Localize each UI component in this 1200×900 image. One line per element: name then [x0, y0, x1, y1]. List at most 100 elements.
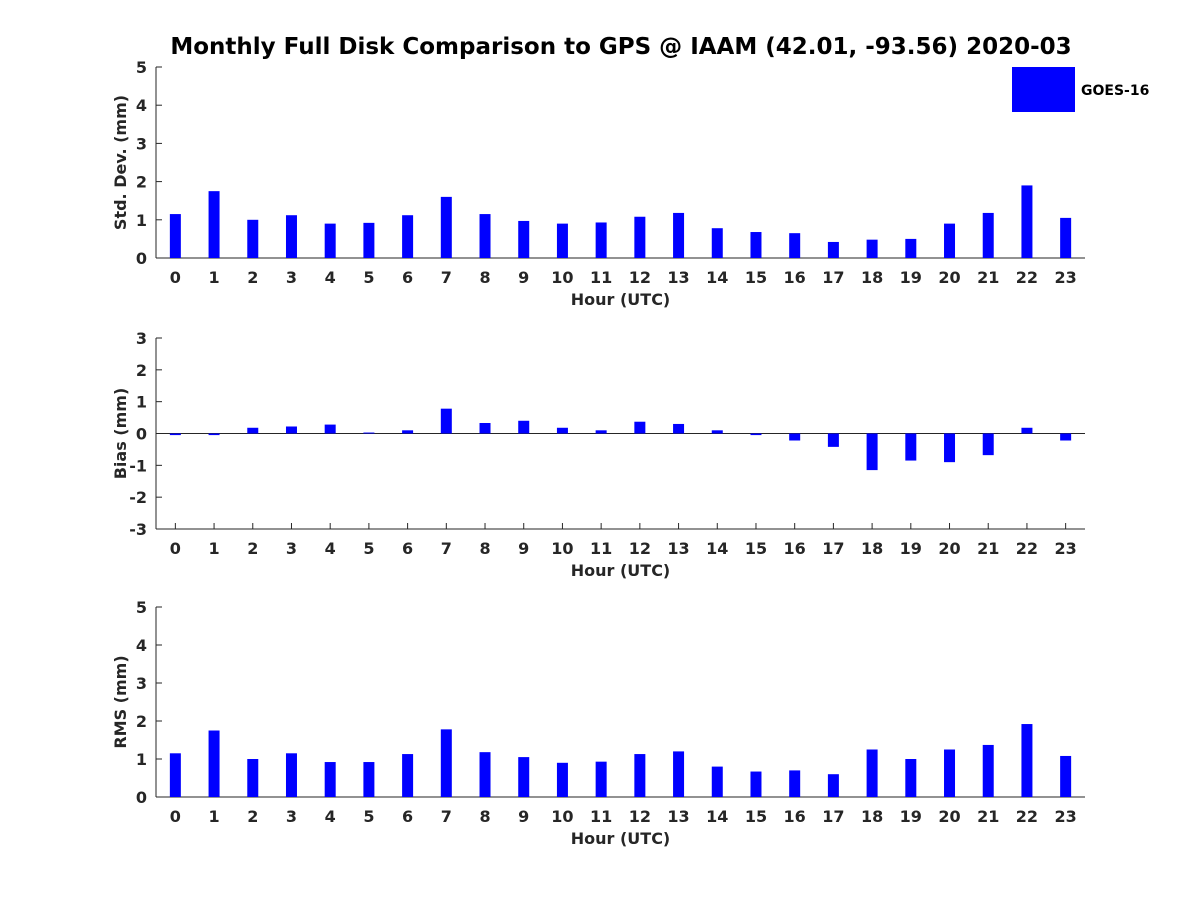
bar — [556, 762, 568, 797]
bar — [363, 432, 375, 434]
x-tick-label: 11 — [590, 268, 612, 287]
x-tick-label: 14 — [706, 539, 728, 558]
bar — [518, 420, 530, 434]
legend: GOES-16 — [1012, 67, 1149, 112]
chart-title: Monthly Full Disk Comparison to GPS @ IA… — [170, 34, 1071, 60]
x-tick-label: 13 — [667, 268, 689, 287]
bar — [982, 744, 994, 797]
x-tick-label: 2 — [247, 268, 258, 287]
y-tick-label: 2 — [136, 712, 147, 731]
bar — [866, 749, 878, 797]
bar — [595, 222, 607, 258]
bar — [247, 759, 259, 797]
x-tick-label: 11 — [590, 807, 612, 826]
bar — [827, 774, 839, 797]
bar — [1060, 433, 1072, 441]
bar — [440, 729, 452, 797]
x-tick-label: 3 — [286, 268, 297, 287]
bar — [905, 238, 917, 258]
x-tick-label: 16 — [784, 539, 806, 558]
x-tick-label: 20 — [938, 268, 960, 287]
bar — [324, 223, 336, 258]
x-tick-label: 6 — [402, 807, 413, 826]
bar — [324, 424, 336, 434]
x-tick-label: 14 — [706, 807, 728, 826]
x-tick-label: 19 — [900, 268, 922, 287]
bar — [208, 191, 220, 258]
y-tick-label: 1 — [136, 750, 147, 769]
x-tick-label: 5 — [363, 539, 374, 558]
bar — [247, 219, 259, 258]
x-tick-label: 21 — [977, 807, 999, 826]
x-tick-label: 12 — [629, 807, 651, 826]
x-tick-label: 17 — [822, 268, 844, 287]
x-tick-label: 7 — [441, 539, 452, 558]
x-tick-label: 15 — [745, 268, 767, 287]
bar — [285, 426, 297, 434]
x-tick-label: 21 — [977, 539, 999, 558]
x-tick-label: 7 — [441, 807, 452, 826]
bar — [595, 430, 607, 434]
bar — [634, 421, 646, 434]
x-tick-label: 15 — [745, 539, 767, 558]
x-tick-label: 3 — [286, 539, 297, 558]
y-tick-label: 3 — [136, 329, 147, 348]
bar — [944, 433, 956, 463]
bar — [556, 427, 568, 434]
bar — [905, 433, 917, 461]
bar — [711, 766, 723, 797]
bar — [208, 433, 220, 436]
y-tick-label: -2 — [129, 488, 147, 507]
bar — [479, 214, 491, 258]
bar — [402, 754, 414, 797]
bar — [673, 423, 685, 434]
x-tick-label: 18 — [861, 268, 883, 287]
x-tick-label: 20 — [938, 539, 960, 558]
y-tick-label: 2 — [136, 361, 147, 380]
x-tick-label: 21 — [977, 268, 999, 287]
x-tick-label: 20 — [938, 807, 960, 826]
bar — [866, 433, 878, 471]
bar — [1060, 755, 1072, 797]
bar — [1021, 427, 1033, 434]
x-tick-label: 17 — [822, 539, 844, 558]
bar — [982, 433, 994, 456]
x-tick-label: 16 — [784, 268, 806, 287]
bar — [208, 730, 220, 797]
x-tick-label: 14 — [706, 268, 728, 287]
x-tick-label: 7 — [441, 268, 452, 287]
x-tick-label: 2 — [247, 539, 258, 558]
bar — [479, 422, 491, 434]
legend-label: GOES-16 — [1081, 83, 1149, 99]
x-tick-label: 4 — [325, 539, 336, 558]
x-tick-label: 10 — [551, 268, 573, 287]
bar — [789, 233, 801, 258]
x-tick-label: 8 — [479, 807, 490, 826]
bar — [866, 239, 878, 258]
bar — [285, 215, 297, 258]
x-tick-label: 17 — [822, 807, 844, 826]
x-tick-label: 11 — [590, 539, 612, 558]
bar — [1021, 185, 1033, 258]
x-tick-label: 15 — [745, 807, 767, 826]
bar — [363, 222, 375, 258]
bar — [673, 751, 685, 797]
bar — [402, 215, 414, 258]
bar — [905, 759, 917, 797]
bar — [750, 232, 762, 258]
x-tick-label: 19 — [900, 807, 922, 826]
bar — [673, 212, 685, 258]
y-tick-label: 3 — [136, 674, 147, 693]
bar — [827, 241, 839, 258]
x-tick-label: 13 — [667, 807, 689, 826]
bar — [285, 753, 297, 797]
x-tick-label: 10 — [551, 807, 573, 826]
bar — [440, 408, 452, 434]
y-tick-label: 0 — [136, 788, 147, 807]
y-tick-label: 0 — [136, 249, 147, 268]
y-tick-label: 3 — [136, 134, 147, 153]
legend-swatch — [1012, 67, 1075, 112]
x-axis-label: Hour (UTC) — [571, 290, 671, 309]
